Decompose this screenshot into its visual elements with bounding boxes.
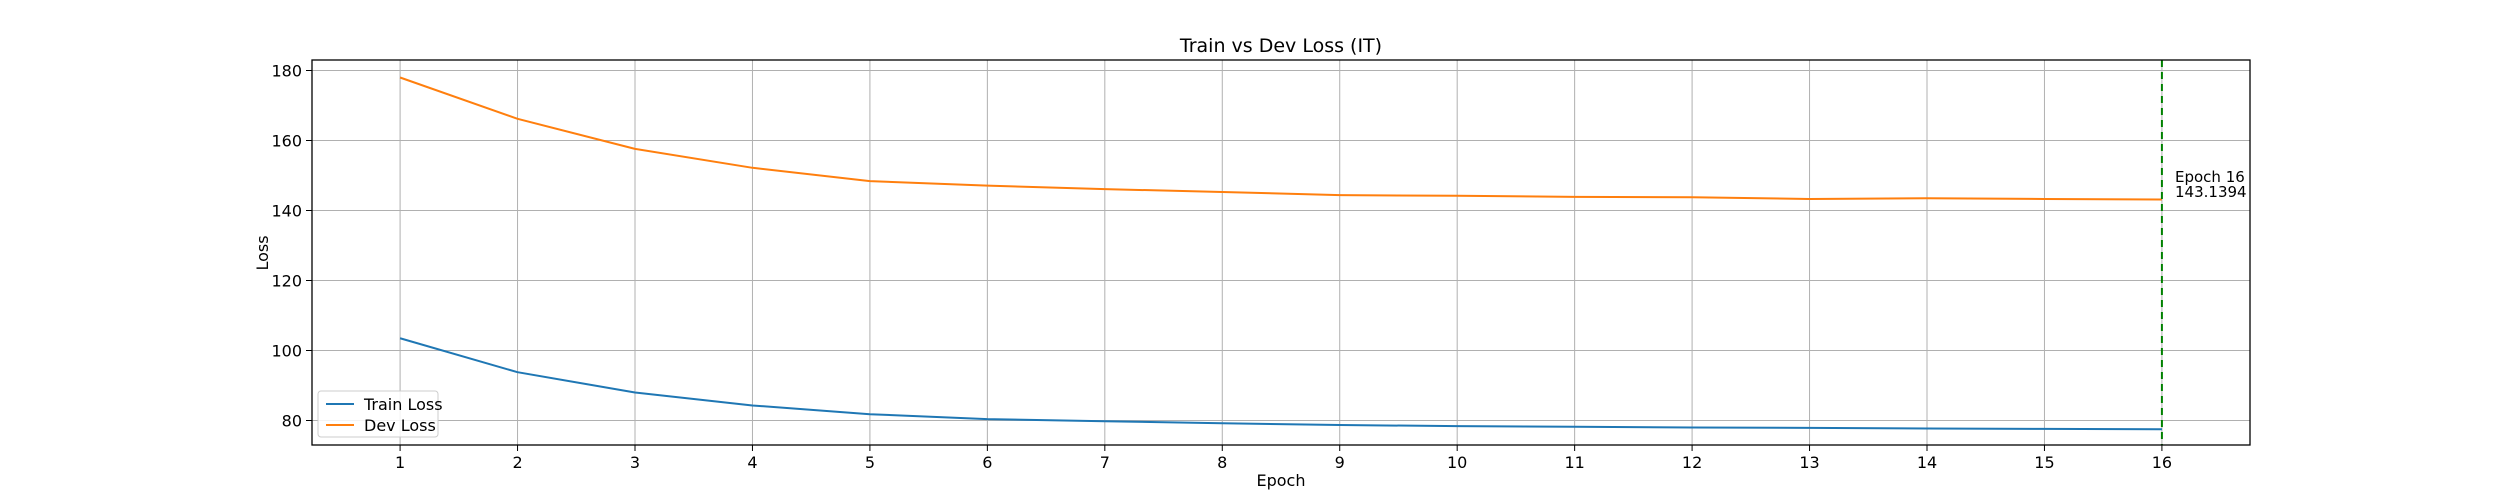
x-tick-label: 12 (1682, 453, 1702, 472)
x-tick-label: 6 (982, 453, 992, 472)
legend-label-dev: Dev Loss (364, 416, 436, 435)
y-tick-label: 100 (271, 342, 302, 361)
chart-title: Train vs Dev Loss (IT) (1179, 35, 1382, 57)
plot-frame (311, 59, 2251, 446)
x-tick-label: 15 (2034, 453, 2054, 472)
y-tick-label: 180 (271, 62, 302, 81)
x-tick-label: 13 (1799, 453, 1819, 472)
series-layer (399, 76, 2162, 431)
x-tick-label: 16 (2152, 453, 2172, 472)
x-tick-label: 8 (1217, 453, 1227, 472)
x-axis-label: Epoch (1257, 471, 1306, 490)
x-tick-label: 10 (1447, 453, 1467, 472)
y-axis-label: Loss (253, 235, 272, 270)
x-tick-label: 14 (1917, 453, 1937, 472)
annotation: Epoch 16 143.1394 (2175, 168, 2247, 201)
y-axis-ticks: 80 100 120 140 160 180 (271, 62, 312, 431)
y-tick-label: 160 (271, 132, 302, 151)
x-tick-label: 4 (747, 453, 757, 472)
annotation-value: 143.1394 (2175, 183, 2247, 201)
y-tick-label: 140 (271, 202, 302, 221)
legend-label-train: Train Loss (363, 395, 443, 414)
x-tick-label: 11 (1564, 453, 1584, 472)
legend: Train Loss Dev Loss (317, 390, 443, 438)
y-tick-label: 80 (282, 412, 302, 431)
series-line-train (399, 337, 2162, 431)
x-axis-ticks: 1 2 3 4 5 6 7 8 9 10 11 12 13 14 15 16 (395, 445, 2172, 472)
x-tick-label: 2 (512, 453, 522, 472)
y-tick-label: 120 (271, 272, 302, 291)
x-tick-label: 3 (630, 453, 640, 472)
series-line-dev (399, 76, 2162, 201)
x-tick-label: 9 (1335, 453, 1345, 472)
x-tick-label: 1 (395, 453, 405, 472)
grid (312, 60, 2250, 445)
x-tick-label: 5 (865, 453, 875, 472)
x-tick-label: 7 (1100, 453, 1110, 472)
annotation-epoch: Epoch 16 (2175, 168, 2245, 186)
